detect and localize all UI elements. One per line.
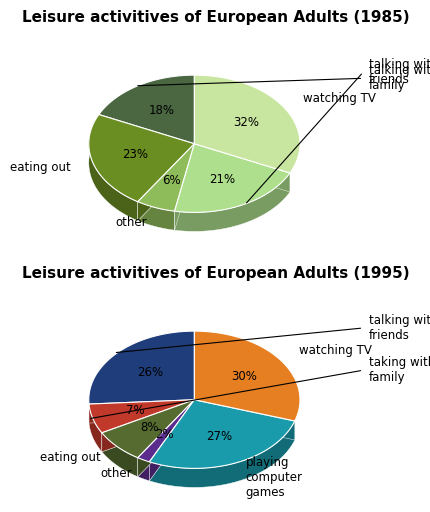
Polygon shape xyxy=(149,400,194,481)
Title: Leisure activitives of European Adults (1995): Leisure activitives of European Adults (… xyxy=(22,266,408,281)
Text: other: other xyxy=(101,467,132,480)
Polygon shape xyxy=(174,144,194,230)
Polygon shape xyxy=(138,400,194,477)
Text: other: other xyxy=(115,216,147,229)
Polygon shape xyxy=(89,115,138,221)
Polygon shape xyxy=(89,115,194,202)
Polygon shape xyxy=(194,400,294,440)
Polygon shape xyxy=(89,404,101,452)
Text: talking with
friends: talking with friends xyxy=(368,314,430,342)
Polygon shape xyxy=(138,202,174,230)
Text: 23%: 23% xyxy=(122,148,148,161)
Text: 6%: 6% xyxy=(162,174,181,187)
Text: watching TV: watching TV xyxy=(302,92,375,105)
Polygon shape xyxy=(174,173,289,231)
Polygon shape xyxy=(138,400,194,477)
Text: talking with
friends: talking with friends xyxy=(368,58,430,86)
Text: 18%: 18% xyxy=(148,103,174,117)
Text: watching TV: watching TV xyxy=(298,344,371,356)
Polygon shape xyxy=(149,400,294,468)
Polygon shape xyxy=(89,400,194,423)
Polygon shape xyxy=(149,400,194,481)
Text: 27%: 27% xyxy=(205,430,231,443)
Polygon shape xyxy=(138,144,194,211)
Title: Leisure activitives of European Adults (1985): Leisure activitives of European Adults (… xyxy=(22,10,408,25)
Text: 7%: 7% xyxy=(126,404,144,417)
Polygon shape xyxy=(138,400,194,462)
Polygon shape xyxy=(138,144,194,221)
Polygon shape xyxy=(101,400,194,458)
Text: 26%: 26% xyxy=(136,366,163,379)
Text: eating out: eating out xyxy=(10,161,71,174)
Polygon shape xyxy=(149,421,294,487)
Polygon shape xyxy=(101,400,194,452)
Polygon shape xyxy=(89,400,194,433)
Text: taking with
family: taking with family xyxy=(368,356,430,384)
Polygon shape xyxy=(194,331,299,421)
Polygon shape xyxy=(138,144,194,221)
Text: eating out: eating out xyxy=(40,451,100,464)
Polygon shape xyxy=(138,458,149,481)
Polygon shape xyxy=(98,75,194,144)
Polygon shape xyxy=(98,115,194,163)
Text: 30%: 30% xyxy=(230,370,256,383)
Text: playing
computer
games: playing computer games xyxy=(245,456,302,499)
Polygon shape xyxy=(174,144,194,230)
Polygon shape xyxy=(101,433,138,477)
Polygon shape xyxy=(89,331,194,404)
Polygon shape xyxy=(174,144,289,212)
Text: 21%: 21% xyxy=(209,173,235,186)
Text: 32%: 32% xyxy=(233,116,258,129)
Text: 2%: 2% xyxy=(155,428,174,441)
Polygon shape xyxy=(194,144,289,192)
Text: talking with
family: talking with family xyxy=(368,65,430,92)
Text: 8%: 8% xyxy=(140,420,159,434)
Polygon shape xyxy=(101,400,194,452)
Polygon shape xyxy=(194,75,299,173)
